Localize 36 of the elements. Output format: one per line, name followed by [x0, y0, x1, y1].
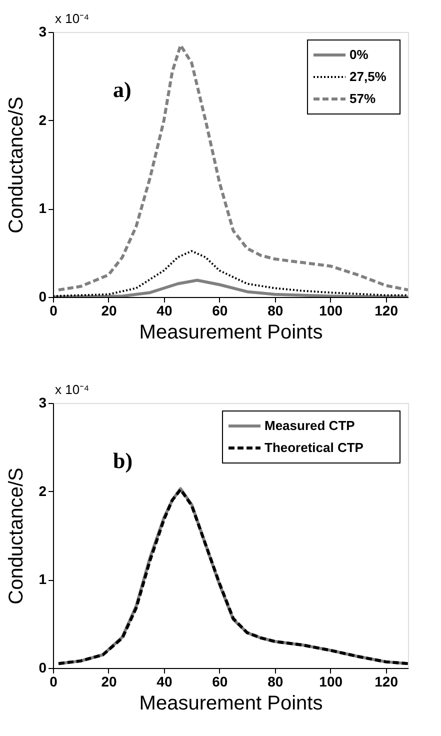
x-tick-label: 100: [319, 302, 343, 318]
legend-label: 27,5%: [350, 69, 387, 84]
y-tick-label: 1: [38, 200, 47, 216]
x-tick-label: 60: [212, 302, 228, 318]
x-tick-label: 20: [101, 674, 117, 690]
x-axis-title: Measurement Points: [139, 322, 323, 344]
legend-label: Theoretical CTP: [264, 440, 364, 455]
y-axis-title: Conductance/S: [6, 468, 28, 604]
y-axis-title: Conductance/S: [6, 96, 28, 234]
y-tick-label: 3: [38, 394, 47, 410]
y-tick-label: 0: [38, 288, 47, 304]
x-axis-title: Measurement Points: [139, 692, 323, 714]
legend-label: 57%: [350, 91, 376, 106]
x-tick-label: 0: [50, 674, 58, 690]
y-tick-label: 0: [38, 660, 47, 676]
legend-label: 0%: [350, 47, 369, 62]
x-tick-label: 60: [212, 674, 228, 690]
x-tick-label: 40: [156, 302, 172, 318]
y-tick-label: 3: [38, 24, 47, 40]
y-tick-label: 2: [38, 112, 47, 128]
x-tick-label: 20: [101, 302, 117, 318]
x-tick-label: 0: [50, 302, 58, 318]
legend-label: Measured CTP: [264, 418, 356, 433]
x-tick-label: 100: [319, 674, 343, 690]
x-tick-label: 120: [374, 302, 398, 318]
annotation: a): [113, 77, 132, 102]
line-series: [57, 44, 408, 292]
x-tick-label: 80: [268, 302, 284, 318]
y-tick-label: 2: [38, 482, 47, 499]
x-tick-label: 80: [268, 674, 284, 690]
x-tick-label: 40: [156, 674, 172, 690]
annotation: b): [113, 448, 133, 473]
text: x 10⁻⁴: [55, 382, 90, 397]
y-tick-label: 1: [38, 571, 47, 588]
x-tick-label: 120: [374, 674, 398, 690]
text: x 10⁻⁴: [55, 11, 90, 26]
